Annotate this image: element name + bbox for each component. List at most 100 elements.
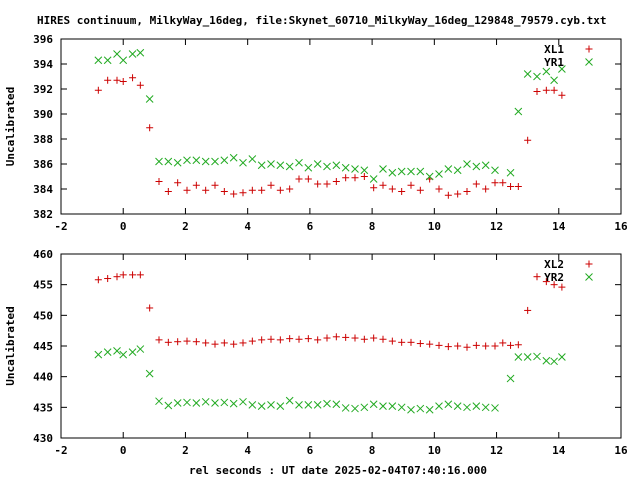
marker-stroke <box>211 157 219 166</box>
y-tick-label: 460 <box>33 248 53 261</box>
y-tick-label: 455 <box>33 279 53 292</box>
data-point <box>267 335 275 343</box>
marker-stroke <box>481 403 490 412</box>
data-point <box>239 158 247 167</box>
data-point <box>533 72 541 81</box>
data-point <box>453 166 462 175</box>
data-point <box>104 76 112 84</box>
y-tick-label: 435 <box>33 401 53 414</box>
marker-stroke <box>472 162 481 171</box>
data-point <box>542 86 550 94</box>
data-point <box>128 348 137 356</box>
data-point <box>113 76 121 84</box>
data-point <box>145 369 154 378</box>
data-point <box>369 175 378 183</box>
data-point <box>360 166 369 175</box>
data-point <box>304 335 312 343</box>
data-point <box>398 188 406 195</box>
marker-stroke <box>103 56 112 65</box>
marker-stroke <box>453 166 462 175</box>
data-point <box>397 167 406 176</box>
chart-title: HIRES continuum, MilkyWay_16deg, file:Sk… <box>37 14 607 27</box>
data-point <box>416 186 424 194</box>
marker-stroke <box>397 167 406 176</box>
data-point <box>173 399 182 407</box>
data-point <box>295 158 303 167</box>
marker-stroke <box>173 158 182 167</box>
data-point <box>558 91 566 99</box>
marker-stroke <box>425 172 434 181</box>
data-point <box>202 186 210 194</box>
marker-stroke <box>119 350 128 359</box>
marker-stroke <box>183 156 191 165</box>
marker-stroke <box>257 161 266 170</box>
data-point <box>463 403 471 412</box>
y-tick-label: 384 <box>33 183 53 196</box>
marker-stroke <box>542 67 551 76</box>
data-point <box>314 336 322 344</box>
marker-stroke <box>119 56 128 65</box>
data-point <box>94 350 103 359</box>
marker-stroke <box>416 167 425 176</box>
x-tick-label: 12 <box>490 220 503 233</box>
y-tick-label: 388 <box>33 133 53 146</box>
data-point <box>435 170 443 178</box>
data-point <box>482 342 490 350</box>
marker-stroke <box>533 72 541 81</box>
data-point <box>276 161 285 170</box>
legend-marker <box>585 45 593 53</box>
marker-stroke <box>276 402 285 410</box>
marker-stroke <box>267 160 275 168</box>
y-tick-label: 396 <box>33 33 53 46</box>
y-tick-label: 390 <box>33 108 53 121</box>
x-tick-label: 16 <box>614 220 628 233</box>
data-point <box>435 185 443 193</box>
data-point <box>388 185 396 193</box>
data-point <box>370 184 378 192</box>
y-tick-label: 445 <box>33 340 53 353</box>
data-point <box>481 161 490 170</box>
data-point <box>379 165 387 173</box>
series-xl1 <box>94 74 566 199</box>
data-point <box>295 175 303 183</box>
data-point <box>463 160 471 168</box>
data-point <box>304 163 313 172</box>
marker-stroke <box>201 157 210 166</box>
y-tick-label: 450 <box>33 309 53 322</box>
top-panel: -2 0 2 4 6 8 10 12 14 16 382 384 386 388 390 392 394 396 U… <box>4 33 628 233</box>
data-point <box>379 402 387 410</box>
data-point <box>463 188 471 195</box>
data-point <box>285 396 294 405</box>
data-point <box>444 191 452 199</box>
data-point <box>524 136 532 144</box>
marker-stroke <box>201 397 210 406</box>
x-tick-label: 6 <box>307 444 314 457</box>
data-point <box>313 160 322 168</box>
marker-stroke <box>164 401 173 410</box>
data-point <box>342 174 350 182</box>
data-point <box>332 333 340 341</box>
data-point <box>533 88 541 95</box>
marker-stroke <box>145 95 154 103</box>
data-point <box>369 400 378 409</box>
legend-marker <box>585 273 593 281</box>
marker-stroke <box>94 56 103 65</box>
data-point <box>304 175 312 183</box>
data-point <box>119 78 127 85</box>
data-point <box>360 403 369 412</box>
data-point <box>286 185 294 193</box>
data-point <box>220 156 229 165</box>
y-tick-label: 386 <box>33 158 53 171</box>
marker-stroke <box>379 165 387 173</box>
data-point <box>211 157 219 166</box>
y-axis-label: Uncalibrated <box>4 306 17 385</box>
data-point <box>119 56 128 65</box>
data-point <box>239 397 247 406</box>
data-point <box>435 341 443 349</box>
data-point <box>524 306 532 314</box>
marker-stroke <box>113 50 121 58</box>
data-point <box>542 278 550 286</box>
marker-stroke <box>369 400 378 409</box>
data-point <box>558 283 566 291</box>
